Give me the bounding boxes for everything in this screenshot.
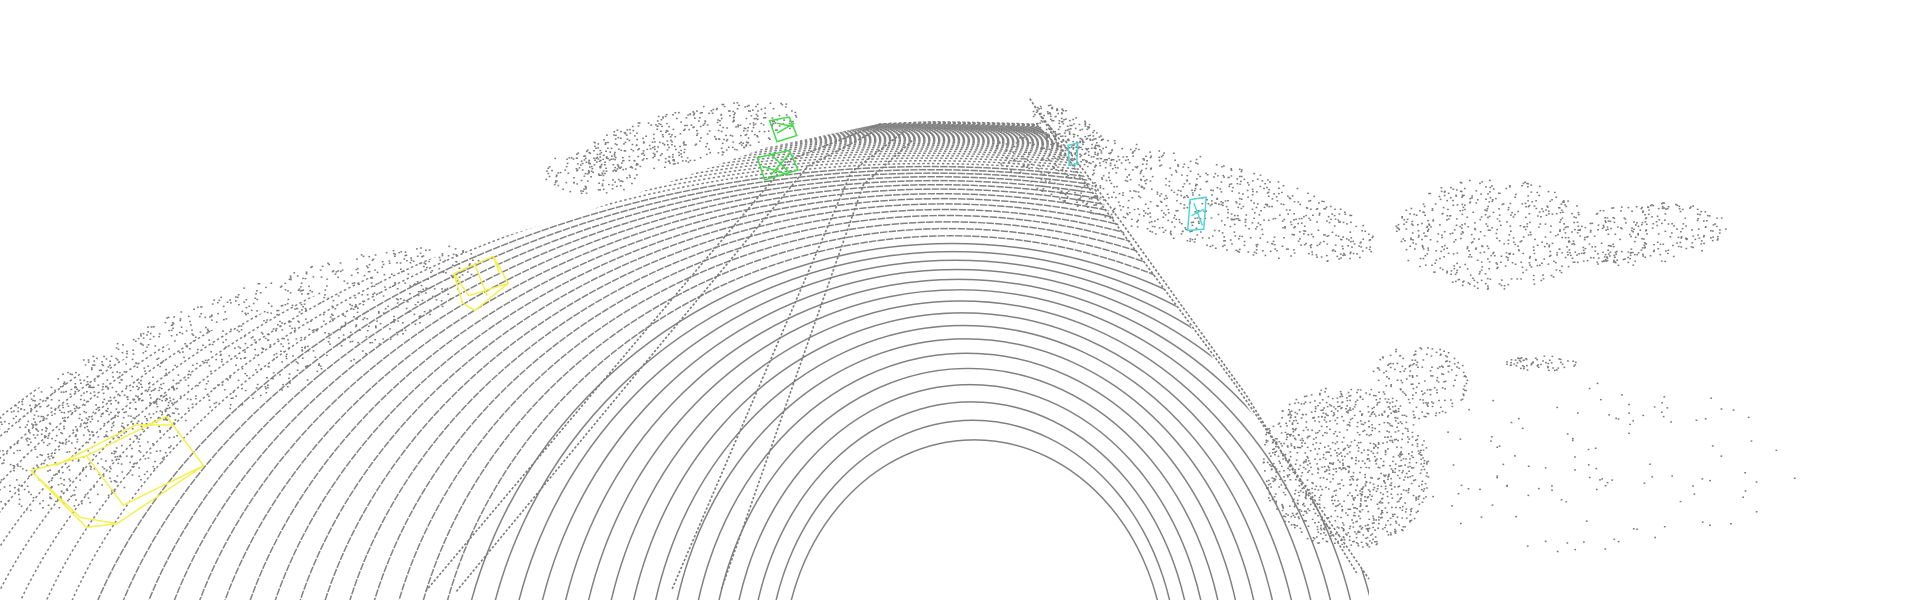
- point-cluster: [1416, 382, 1796, 553]
- bounding-box: [768, 116, 798, 143]
- scan-ring: [275, 197, 1369, 600]
- scan-ring: [0, 124, 1369, 600]
- scan-ring: [622, 312, 1303, 600]
- scan-ring: [0, 126, 1369, 600]
- scan-ring: [0, 123, 1369, 600]
- road-edges: [424, 98, 1370, 592]
- scan-ring: [0, 132, 1369, 600]
- bounding-box: [756, 149, 799, 181]
- cyan-boxes: [1067, 141, 1208, 232]
- scan-ring: [0, 144, 1369, 600]
- scan-ring: [599, 300, 1323, 600]
- scan-ring: [114, 172, 1369, 600]
- scan-ring: [379, 221, 1369, 600]
- scan-ring: [709, 367, 1228, 600]
- scan-ring: [0, 121, 1369, 600]
- scan-ring: [87, 168, 1369, 600]
- point-cluster: [19, 245, 480, 445]
- point-cluster: [1558, 202, 1727, 267]
- scan-ring: [528, 268, 1369, 600]
- road-edge: [1041, 116, 1358, 574]
- scan-ring: [0, 148, 1369, 600]
- scan-ring: [0, 129, 1369, 600]
- scan-ring: [0, 141, 1369, 600]
- scan-ring: [60, 165, 1369, 600]
- bounding-box: [29, 415, 205, 529]
- scan-rings: [0, 120, 1369, 600]
- scan-ring: [429, 235, 1369, 600]
- scan-ring: [749, 401, 1194, 600]
- bounding-box: [1186, 196, 1208, 232]
- scan-ring: [0, 123, 1369, 600]
- scan-ring: [575, 289, 1344, 600]
- scan-ring: [353, 214, 1369, 600]
- point-cluster: [584, 102, 798, 170]
- scan-ring: [0, 146, 1369, 600]
- point-cluster: [1395, 179, 1591, 290]
- scan-ring: [32, 162, 1369, 600]
- scan-ring: [0, 134, 1369, 600]
- scan-ring: [479, 250, 1369, 600]
- scan-ring: [667, 338, 1264, 600]
- point-cluster: [1032, 104, 1115, 167]
- scan-ring: [0, 142, 1369, 600]
- scan-ring: [729, 383, 1210, 600]
- road-edge: [424, 122, 883, 592]
- point-cluster: [1506, 355, 1577, 372]
- road-edge: [720, 137, 916, 590]
- scan-ring: [0, 131, 1369, 600]
- scan-ring: [404, 227, 1369, 600]
- point-cluster: [545, 149, 639, 195]
- road-edge: [1029, 98, 1370, 580]
- point-cluster: [1370, 347, 1469, 420]
- scan-ring: [0, 123, 1369, 600]
- scatter-points: [0, 102, 1796, 553]
- scan-ring: [0, 157, 1369, 600]
- bounding-box: [1067, 141, 1079, 166]
- scan-ring: [767, 419, 1179, 600]
- scan-ring: [141, 176, 1369, 600]
- point-cluster: [994, 132, 1374, 263]
- scan-ring: [0, 150, 1369, 600]
- scan-ring: [0, 122, 1369, 600]
- scan-ring: [168, 179, 1369, 600]
- scan-ring: [782, 439, 1167, 600]
- bounding-box: [452, 255, 510, 312]
- scan-ring: [504, 259, 1369, 600]
- scan-ring: [195, 183, 1369, 600]
- scan-ring: [0, 121, 1369, 600]
- scan-ring: [0, 120, 1369, 600]
- point-cluster: [0, 375, 180, 512]
- point-cluster: [1262, 387, 1430, 548]
- scan-ring: [454, 242, 1369, 600]
- scan-ring: [0, 126, 1369, 600]
- scan-ring: [0, 136, 1369, 600]
- scan-ring: [0, 138, 1369, 600]
- yellow-boxes: [29, 255, 510, 529]
- scan-ring: [0, 154, 1369, 600]
- scan-ring: [644, 324, 1284, 600]
- scan-ring: [0, 130, 1369, 600]
- scan-ring: [0, 125, 1369, 600]
- scan-ring: [0, 122, 1369, 600]
- scan-ring: [0, 152, 1369, 600]
- scan-ring: [688, 352, 1246, 600]
- scan-ring: [222, 188, 1369, 600]
- road-edge: [455, 128, 879, 592]
- scan-ring: [248, 192, 1369, 600]
- green-boxes: [756, 116, 799, 181]
- scan-ring: [0, 121, 1369, 600]
- scan-ring: [301, 203, 1369, 600]
- scan-ring: [4, 159, 1369, 600]
- scan-ring: [552, 278, 1364, 600]
- scan-ring: [0, 133, 1369, 600]
- scan-ring: [0, 120, 1369, 600]
- scan-ring: [0, 124, 1369, 600]
- scan-ring: [327, 208, 1369, 600]
- road-edge: [671, 128, 907, 590]
